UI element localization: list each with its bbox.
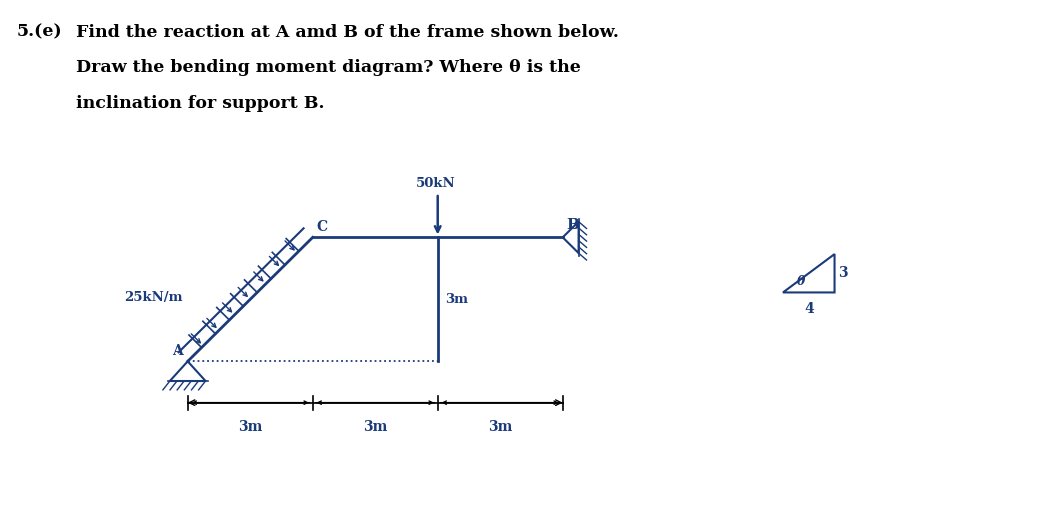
Text: 3: 3 <box>839 266 848 280</box>
Text: 3m: 3m <box>488 421 512 435</box>
Text: Draw the bending moment diagram? Where θ is the: Draw the bending moment diagram? Where θ… <box>76 59 581 76</box>
Text: 5.(e): 5.(e) <box>17 24 62 41</box>
Text: 25kN/m: 25kN/m <box>124 291 182 304</box>
Text: 3m: 3m <box>238 421 262 435</box>
Text: 3m: 3m <box>445 293 468 306</box>
Text: 4: 4 <box>804 303 814 316</box>
Text: B: B <box>567 219 580 233</box>
Text: Find the reaction at A amd B of the frame shown below.: Find the reaction at A amd B of the fram… <box>76 24 619 41</box>
Text: C: C <box>316 220 328 235</box>
Text: A: A <box>172 344 182 358</box>
Text: θ: θ <box>797 275 805 287</box>
Text: inclination for support B.: inclination for support B. <box>76 95 324 112</box>
Text: 3m: 3m <box>363 421 388 435</box>
Text: 50kN: 50kN <box>416 177 455 190</box>
